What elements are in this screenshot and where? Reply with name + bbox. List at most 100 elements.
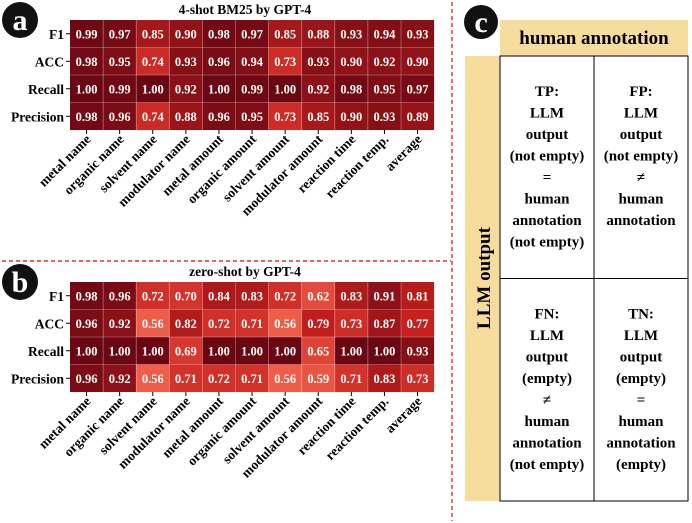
- matrix-cell-line: ≠: [637, 170, 645, 186]
- heatmap-cell: [301, 20, 335, 48]
- cell-value-label: 0.98: [76, 289, 98, 303]
- heatmap-cell: [268, 20, 302, 48]
- cell-value-label: 0.92: [109, 372, 131, 386]
- cell-value-label: 0.97: [407, 82, 429, 96]
- heatmap-cell: [70, 309, 104, 337]
- matrix-cell-line: LLM: [530, 328, 564, 344]
- cell-value-label: 0.71: [175, 372, 197, 386]
- row-label: F1: [49, 27, 64, 42]
- matrix-cell: [499, 55, 595, 279]
- heatmap-cell: [136, 20, 170, 48]
- cell-value-label: 1.00: [76, 82, 98, 96]
- matrix-cell-line: annotation: [512, 436, 582, 452]
- matrix-cell-line: FP:: [629, 84, 652, 100]
- matrix-cell-line: (not empty): [510, 457, 585, 473]
- panel-c: human annotation LLM output c TP: LLM outp…: [464, 5, 689, 502]
- cell-value-label: 0.96: [208, 55, 230, 69]
- heatmap-cell: [169, 337, 203, 365]
- heatmap-cell: [169, 282, 203, 310]
- heatmap-cell: [202, 47, 236, 75]
- heatmap-cell: [301, 47, 335, 75]
- cell-value-label: 0.95: [374, 82, 396, 96]
- heatmap-cell: [334, 20, 368, 48]
- heatmap-cell: [301, 337, 335, 365]
- cell-value-label: 0.73: [274, 110, 296, 124]
- heatmap-cell: [103, 102, 137, 130]
- cell-value-label: 1.00: [274, 344, 296, 358]
- cell-value-label: 0.91: [374, 289, 396, 303]
- cell-value-label: 1.00: [142, 344, 164, 358]
- matrix-cell-line: (empty): [616, 371, 666, 387]
- heatmap-cell: [367, 309, 401, 337]
- cell-value-label: 0.77: [407, 317, 429, 331]
- cell-value-label: 0.84: [208, 289, 231, 303]
- column-header-bg: [500, 20, 688, 56]
- cell-value-label: 0.98: [76, 110, 98, 124]
- cell-value-label: 1.00: [208, 344, 230, 358]
- cell-value-label: 0.90: [340, 55, 362, 69]
- matrix-cell-line: (empty): [522, 371, 572, 387]
- panel-c-badge: [464, 5, 498, 39]
- matrix-cell-line: TP:: [535, 84, 559, 100]
- heatmap-cell: [235, 75, 269, 103]
- cell-value-label: 0.85: [142, 27, 164, 41]
- cell-value-label: 0.83: [374, 372, 396, 386]
- cell-value-label: 0.96: [76, 317, 98, 331]
- panel-c-letter: c: [474, 6, 487, 39]
- heatmap-cell: [401, 309, 435, 337]
- heatmap-a-title: 4-shot BM25 by GPT-4: [179, 2, 312, 17]
- heatmap-b-title: zero-shot by GPT-4: [189, 264, 301, 279]
- matrix-cell: [593, 278, 689, 502]
- matrix-cell-line: (not empty): [604, 149, 679, 165]
- heatmap-cell: [136, 282, 170, 310]
- cell-value-label: 0.71: [241, 372, 263, 386]
- heatmap-cell: [136, 337, 170, 365]
- panel-b-badge: [2, 264, 38, 300]
- heatmap-cell: [169, 20, 203, 48]
- row-label: F1: [49, 289, 64, 304]
- matrix-cell-line: output: [526, 350, 569, 366]
- heatmap-cell: [70, 20, 104, 48]
- heatmap-cell: [235, 102, 269, 130]
- row-label: Precision: [11, 371, 64, 386]
- heatmap-cell: [103, 282, 137, 310]
- heatmap-cell: [401, 20, 435, 48]
- row-label: Recall: [28, 344, 64, 359]
- cell-value-label: 0.96: [109, 289, 131, 303]
- cell-value-label: 0.94: [241, 55, 264, 69]
- heatmap-cell: [401, 47, 435, 75]
- heatmap-a: 0.99 0.97 0.85 0.90 0.98 0.97 0.85 0.88 0.93 0.94…: [11, 20, 435, 219]
- matrix-cell-line: annotation: [606, 213, 676, 229]
- row-label: Recall: [28, 82, 64, 97]
- matrix-cell-line: output: [620, 127, 663, 143]
- cell-value-label: 0.83: [241, 289, 263, 303]
- heatmap-cell: [202, 282, 236, 310]
- heatmap-cell: [401, 75, 435, 103]
- heatmap-cell: [334, 309, 368, 337]
- panel-a-letter: a: [13, 4, 28, 37]
- cell-value-label: 0.94: [374, 27, 397, 41]
- heatmap-cell: [367, 102, 401, 130]
- cell-value-label: 0.92: [175, 82, 197, 96]
- cell-value-label: 0.71: [241, 317, 263, 331]
- heatmap-cell: [401, 337, 435, 365]
- row-header-bg: [465, 56, 500, 501]
- heatmap-cell: [202, 102, 236, 130]
- cell-value-label: 1.00: [76, 344, 98, 358]
- matrix-cell-line: (not empty): [510, 235, 585, 251]
- cell-value-label: 0.74: [142, 110, 165, 124]
- cell-value-label: 0.93: [407, 344, 429, 358]
- heatmap-cell: [235, 47, 269, 75]
- heatmap-cell: [70, 75, 104, 103]
- matrix-cell-line: LLM: [530, 106, 564, 122]
- panel-b-letter: b: [12, 266, 29, 299]
- heatmap-cell: [235, 309, 269, 337]
- heatmap-cell: [202, 75, 236, 103]
- heatmap-cell: [70, 337, 104, 365]
- heatmap-cell: [70, 282, 104, 310]
- cell-value-label: 1.00: [274, 82, 296, 96]
- cell-value-label: 0.71: [340, 372, 362, 386]
- heatmap-cell: [334, 282, 368, 310]
- cell-value-label: 0.95: [241, 110, 263, 124]
- cell-value-label: 0.81: [407, 289, 429, 303]
